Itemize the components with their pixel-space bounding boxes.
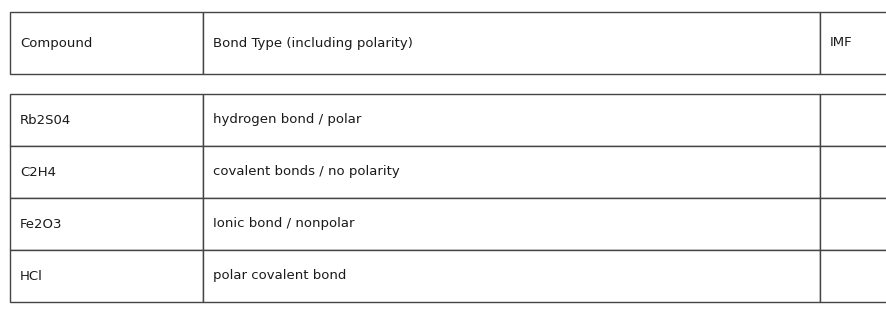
Text: C2H4: C2H4	[20, 166, 56, 179]
Text: Fe2O3: Fe2O3	[20, 217, 63, 230]
Text: covalent bonds / no polarity: covalent bonds / no polarity	[213, 166, 400, 179]
Bar	[10, 146, 203, 198]
Bar	[203, 198, 820, 250]
Bar	[820, 250, 886, 302]
Bar	[203, 146, 820, 198]
Bar	[820, 198, 886, 250]
Text: Bond Type (including polarity): Bond Type (including polarity)	[213, 37, 413, 50]
Bar	[820, 146, 886, 198]
Bar	[203, 12, 820, 74]
Bar	[10, 94, 203, 146]
Text: Compound: Compound	[20, 37, 92, 50]
Bar	[203, 250, 820, 302]
Bar	[10, 12, 203, 74]
Text: IMF: IMF	[830, 37, 852, 50]
Bar	[10, 198, 203, 250]
Bar	[203, 94, 820, 146]
Text: HCl: HCl	[20, 270, 43, 283]
Bar	[10, 250, 203, 302]
Bar	[820, 94, 886, 146]
Bar	[820, 12, 886, 74]
Text: polar covalent bond: polar covalent bond	[213, 270, 346, 283]
Text: Ionic bond / nonpolar: Ionic bond / nonpolar	[213, 217, 354, 230]
Text: hydrogen bond / polar: hydrogen bond / polar	[213, 113, 361, 126]
Text: Rb2S04: Rb2S04	[20, 113, 71, 126]
